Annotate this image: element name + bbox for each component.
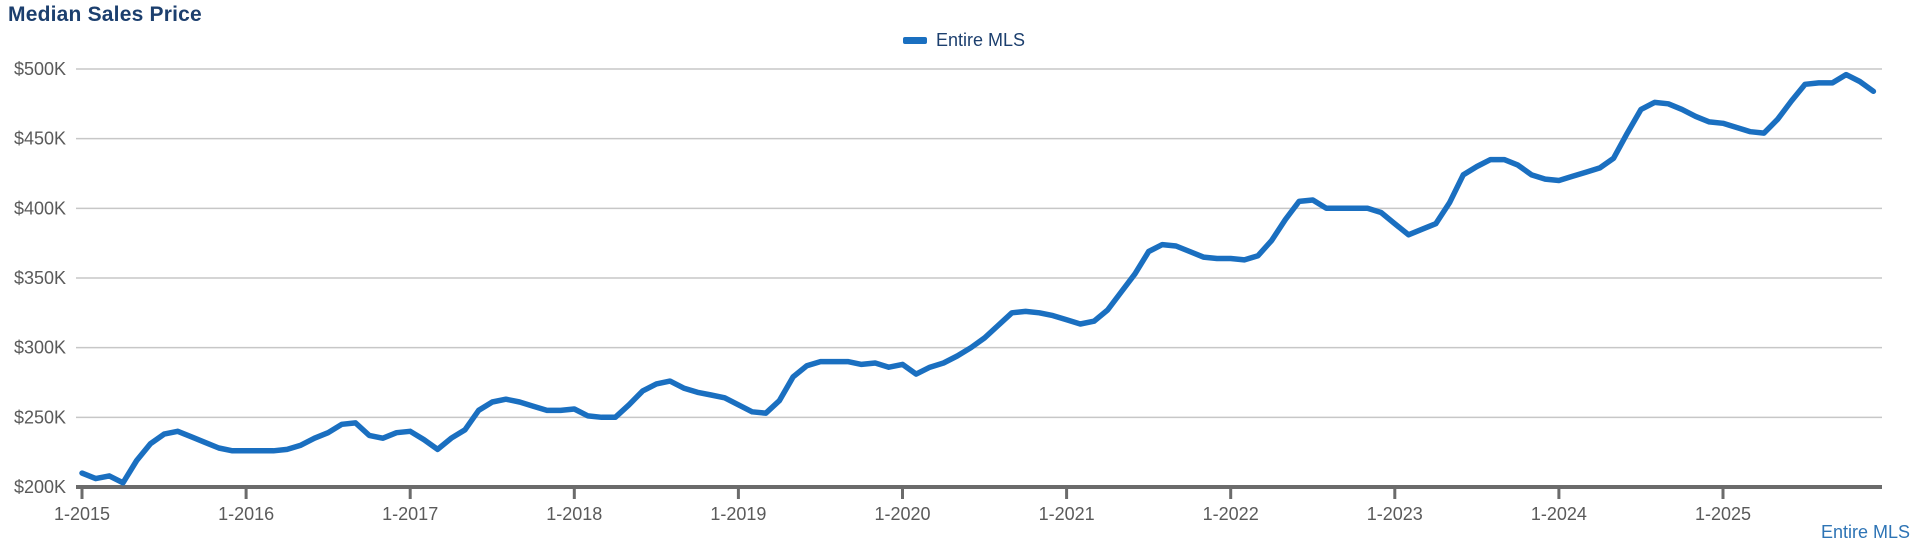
x-axis-tick-label: 1-2018 bbox=[546, 504, 602, 524]
y-axis-tick-label: $450K bbox=[14, 129, 66, 149]
x-axis-tick-label: 1-2023 bbox=[1367, 504, 1423, 524]
chart-title: Median Sales Price bbox=[8, 3, 202, 26]
x-axis-tick-label: 1-2022 bbox=[1203, 504, 1259, 524]
x-axis-tick-label: 1-2021 bbox=[1039, 504, 1095, 524]
series-line-entire-mls[interactable] bbox=[79, 71, 1877, 486]
legend: Entire MLS bbox=[903, 30, 1025, 51]
legend-line-swatch-icon bbox=[903, 37, 927, 44]
x-axis-tick-label: 1-2024 bbox=[1531, 504, 1587, 524]
y-axis-tick-label: $350K bbox=[14, 268, 66, 288]
x-axis-tick-label: 1-2020 bbox=[874, 504, 930, 524]
y-axis-tick-label: $200K bbox=[14, 477, 66, 497]
x-axis-tick-label: 1-2016 bbox=[218, 504, 274, 524]
legend-label: Entire MLS bbox=[936, 30, 1026, 50]
y-axis-tick-label: $500K bbox=[14, 59, 66, 79]
x-axis-tick-label: 1-2017 bbox=[382, 504, 438, 524]
y-axis-tick-label: $400K bbox=[14, 198, 66, 218]
legend-item-entire-mls[interactable]: Entire MLS bbox=[903, 30, 1025, 51]
y-axis-tick-label: $300K bbox=[14, 338, 66, 358]
y-axis-tick-label: $250K bbox=[14, 407, 66, 427]
x-axis-tick-label: 1-2025 bbox=[1695, 504, 1751, 524]
x-axis-tick-label: 1-2019 bbox=[710, 504, 766, 524]
x-axis-tick-label: 1-2015 bbox=[54, 504, 110, 524]
footer-series-link[interactable]: Entire MLS bbox=[1820, 522, 1910, 542]
